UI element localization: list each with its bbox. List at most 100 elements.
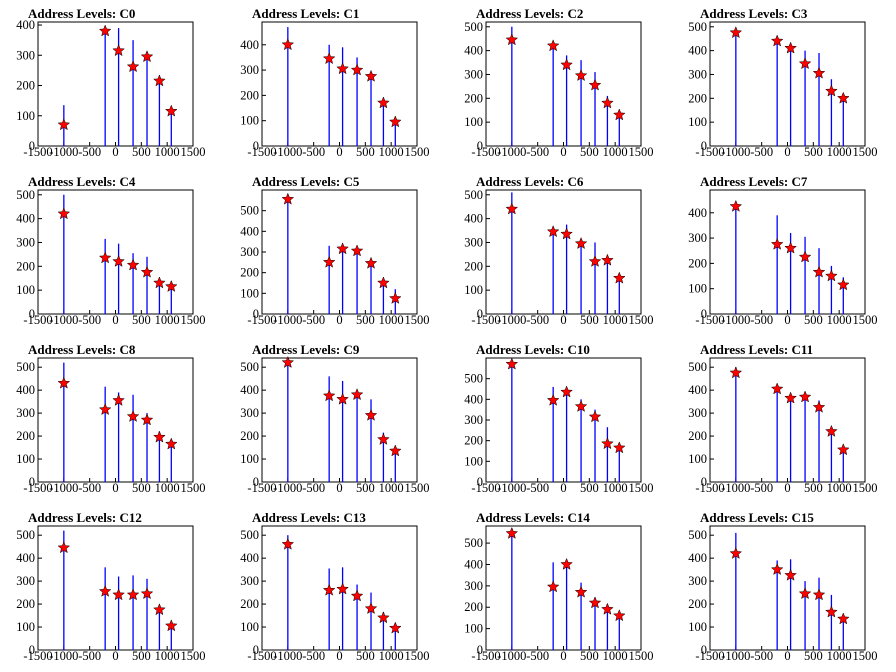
x-tick-label: 1500 — [181, 649, 206, 663]
y-tick-label: 500 — [688, 20, 707, 34]
y-tick-label: 400 — [464, 557, 483, 571]
star-marker — [612, 609, 626, 622]
chart-title: Address Levels: C6 — [476, 174, 584, 189]
plot-frame — [485, 357, 642, 483]
x-tick-label: -1500 — [695, 481, 724, 495]
star-marker — [798, 390, 812, 403]
x-tick-label: 0 — [560, 481, 566, 495]
y-tick-label: 100 — [16, 109, 35, 123]
star-marker — [140, 50, 154, 63]
x-tick-label: -1000 — [273, 313, 302, 327]
y-tick-label: 300 — [16, 406, 35, 420]
star-marker — [812, 66, 826, 79]
x-tick-label: 0 — [560, 313, 566, 327]
x-tick-label: -1000 — [721, 649, 750, 663]
y-tick-label: 400 — [16, 212, 35, 226]
x-tick-label: -500 — [302, 649, 325, 663]
chart-panel-11: Address Levels: C11 0 100 200 300 400 500 -1500… — [688, 342, 877, 495]
x-tick-label: -1000 — [721, 481, 750, 495]
x-tick-label: -1500 — [23, 313, 52, 327]
chart-title: Address Levels: C0 — [28, 6, 135, 21]
y-tick-label: 100 — [240, 286, 259, 300]
star-marker — [825, 605, 838, 618]
star-marker — [612, 441, 626, 454]
x-tick-label: 0 — [560, 649, 566, 663]
y-tick-label: 200 — [240, 429, 259, 443]
chart-panel-10: Address Levels: C10 0 100 200 300 400 500 -1500… — [464, 342, 653, 495]
star-marker — [560, 557, 573, 570]
x-tick-label: -500 — [78, 481, 101, 495]
star-marker — [798, 587, 812, 600]
x-tick-label: -1000 — [497, 145, 526, 159]
x-tick-label: -500 — [78, 313, 101, 327]
y-tick-label: 200 — [464, 91, 483, 105]
star-marker — [612, 108, 626, 121]
star-marker — [574, 68, 588, 82]
chart-title: Address Levels: C5 — [252, 174, 360, 189]
star-marker — [388, 621, 402, 634]
chart-title: Address Levels: C14 — [476, 510, 590, 525]
x-tick-label: 0 — [336, 313, 342, 327]
x-tick-label: 1000 — [827, 313, 852, 327]
plot-frame — [261, 21, 418, 147]
x-tick-label: 1500 — [629, 481, 654, 495]
x-tick-label: 500 — [580, 481, 599, 495]
star-marker — [98, 584, 112, 597]
x-tick-label: 1500 — [629, 145, 654, 159]
star-marker — [588, 596, 602, 609]
star-marker — [546, 393, 560, 406]
y-tick-label: 400 — [688, 383, 707, 397]
x-tick-label: -500 — [526, 313, 549, 327]
x-tick-label: 0 — [112, 649, 118, 663]
y-tick-label: 400 — [464, 212, 483, 226]
star-marker — [388, 291, 402, 304]
star-marker — [126, 60, 140, 73]
star-marker — [560, 227, 573, 240]
y-tick-label: 400 — [16, 383, 35, 397]
star-marker — [377, 96, 390, 109]
y-tick-label: 400 — [240, 38, 259, 52]
y-tick-label: 300 — [240, 245, 259, 259]
star-marker — [825, 269, 838, 282]
x-tick-label: -1000 — [49, 481, 78, 495]
x-tick-label: 1500 — [181, 313, 206, 327]
x-tick-label: 0 — [336, 145, 342, 159]
x-tick-label: -1000 — [273, 481, 302, 495]
star-marker — [546, 580, 560, 593]
y-tick-label: 100 — [688, 452, 707, 466]
y-tick-label: 100 — [240, 452, 259, 466]
star-marker — [729, 366, 743, 379]
x-tick-label: 1000 — [379, 649, 404, 663]
y-tick-label: 0 — [477, 139, 483, 153]
star-marker — [153, 276, 166, 289]
y-tick-label: 400 — [688, 206, 707, 220]
x-tick-label: 1000 — [379, 313, 404, 327]
y-tick-label: 0 — [477, 307, 483, 321]
x-tick-label: -500 — [526, 481, 549, 495]
star-marker — [336, 392, 349, 405]
y-tick-label: 0 — [701, 307, 707, 321]
star-marker — [126, 588, 140, 601]
y-tick-label: 0 — [477, 643, 483, 657]
x-tick-label: 1500 — [181, 481, 206, 495]
x-tick-label: 0 — [336, 481, 342, 495]
star-marker — [546, 225, 560, 238]
x-tick-label: 1000 — [603, 145, 628, 159]
chart-title: Address Levels: C2 — [476, 6, 583, 21]
y-tick-label: 200 — [240, 266, 259, 280]
star-marker — [153, 603, 166, 616]
x-tick-label: 1500 — [629, 313, 654, 327]
star-marker — [164, 437, 178, 450]
x-tick-label: 0 — [560, 145, 566, 159]
y-tick-label: 200 — [16, 597, 35, 611]
x-tick-label: -1500 — [471, 145, 500, 159]
star-marker — [322, 255, 336, 268]
y-tick-label: 300 — [16, 235, 35, 249]
x-tick-label: -1500 — [247, 313, 276, 327]
chart-panel-5: Address Levels: C50100200300400500-1500-… — [240, 174, 429, 327]
star-marker — [729, 546, 743, 559]
star-marker — [836, 443, 850, 456]
y-tick-label: 0 — [477, 475, 483, 489]
x-tick-label: 1000 — [379, 145, 404, 159]
star-marker — [57, 207, 71, 220]
